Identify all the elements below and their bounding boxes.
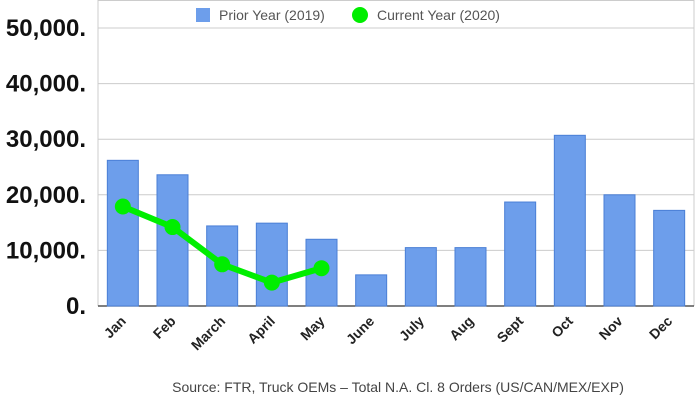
bar-july [404,247,437,307]
x-tick-label-july: July [396,313,427,344]
bar-jan [106,159,139,307]
point-april [263,274,280,291]
point-march [214,256,231,273]
bars-prior-year [106,134,686,307]
x-axis-ticks: Jan Feb March April May June July Aug Sept Oct Nov… [101,313,676,354]
bar-june [355,274,388,307]
legend: Prior Year (2019) Current Year (2020) [196,7,500,23]
bar-dec [653,209,686,307]
y-tick-label-5: 50,000. [6,15,86,42]
x-tick-label-jan: Jan [101,313,129,341]
bar-nov [603,194,636,307]
bar-april [255,222,288,307]
y-axis-ticks: 0. 10,000. 20,000. 30,000. 40,000. 50,000. [6,15,86,320]
x-tick-label-june: June [343,313,378,348]
legend-swatch-current-year [352,7,368,23]
legend-label-prior-year: Prior Year (2019) [219,7,325,23]
x-tick-label-nov: Nov [596,313,626,343]
y-tick-label-0: 0. [66,293,86,320]
bar-aug [454,247,487,307]
bar-sept [504,201,537,307]
x-tick-label-aug: Aug [446,313,477,344]
source-note: Source: FTR, Truck OEMs – Total N.A. Cl.… [172,379,624,395]
point-may [313,260,330,277]
bar-feb [156,174,189,307]
x-tick-label-may: May [297,313,328,344]
point-jan [114,198,131,215]
x-tick-label-sept: Sept [494,313,527,346]
x-tick-label-feb: Feb [150,313,179,342]
point-feb [164,219,181,236]
x-tick-label-oct: Oct [548,313,576,341]
legend-label-current-year: Current Year (2020) [377,7,500,23]
line-current-year [114,198,330,291]
y-tick-label-1: 10,000. [6,237,86,264]
y-tick-label-4: 40,000. [6,71,86,98]
grid-lines [97,0,695,307]
x-tick-label-march: March [188,313,228,353]
legend-swatch-prior-year [196,8,210,22]
bar-oct [553,134,586,307]
y-tick-label-3: 30,000. [6,126,86,153]
x-tick-label-april: April [244,313,278,347]
x-tick-label-dec: Dec [646,313,676,343]
y-tick-label-2: 20,000. [6,182,86,209]
